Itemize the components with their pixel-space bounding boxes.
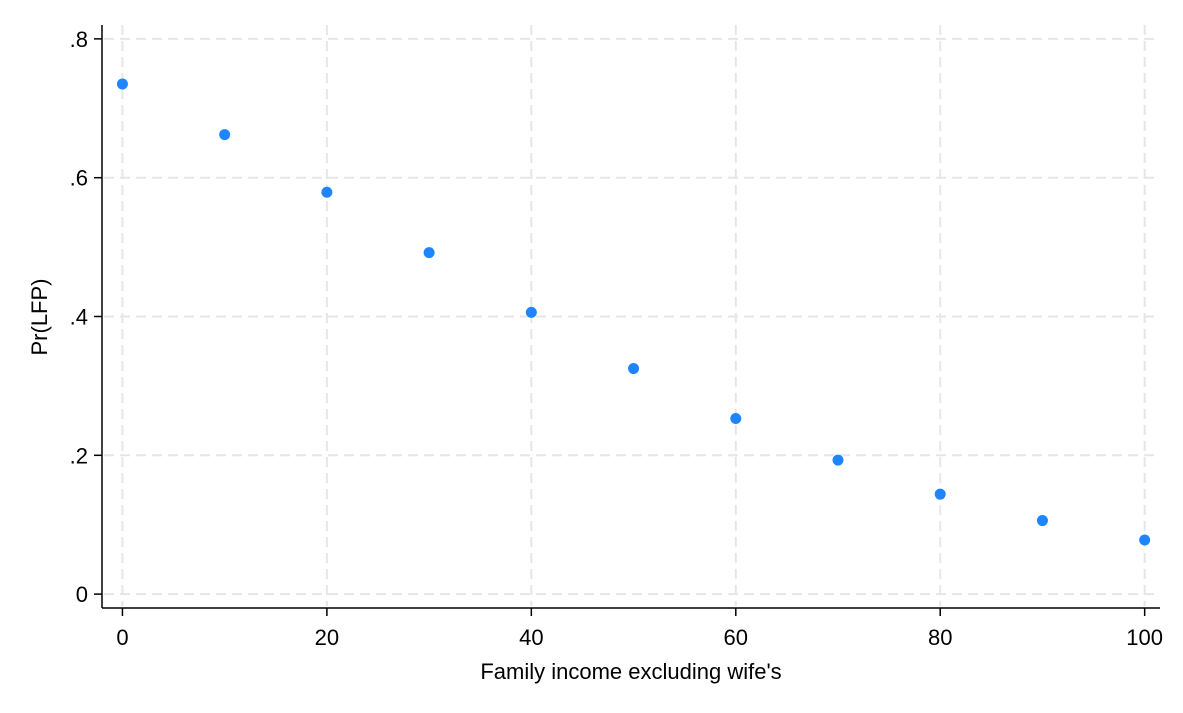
points-layer (116, 78, 1151, 546)
ticks-layer: 0 .2 .4 .6 .8 0 20 40 60 80 100 (70, 27, 1163, 650)
y-tick-label: .6 (70, 166, 88, 191)
y-tick-label: .4 (70, 305, 88, 330)
x-axis-title: Family income excluding wife's (480, 659, 781, 684)
x-tick-label: 80 (928, 625, 952, 650)
x-tick-label: 0 (116, 625, 128, 650)
y-axis-title: Pr(LFP) (27, 279, 52, 356)
data-point (832, 454, 844, 466)
y-tick-label: .2 (70, 443, 88, 468)
data-point (934, 488, 946, 500)
data-point (1139, 534, 1151, 546)
data-point (628, 363, 640, 375)
x-tick-label: 100 (1126, 625, 1163, 650)
grid-layer (104, 25, 1160, 606)
x-tick-label: 60 (724, 625, 748, 650)
data-point (423, 247, 435, 259)
y-tick-label: .8 (70, 27, 88, 52)
data-point (525, 306, 537, 318)
data-point (1036, 515, 1048, 527)
x-tick-label: 40 (519, 625, 543, 650)
data-point (116, 78, 128, 90)
x-tick-label: 20 (315, 625, 339, 650)
data-point (730, 413, 742, 425)
data-point (219, 129, 231, 141)
data-point (321, 186, 333, 198)
y-tick-label: 0 (76, 582, 88, 607)
